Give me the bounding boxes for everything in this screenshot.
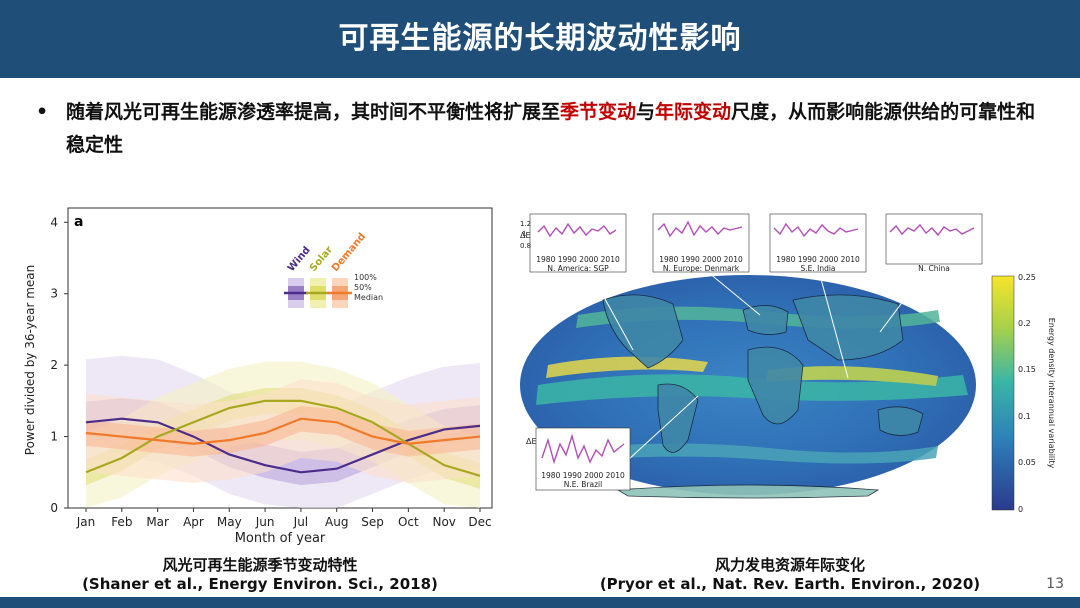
x-tick-label: Oct [398, 515, 419, 529]
legend-band-50: 50% [354, 283, 372, 292]
bullet-marker: • [36, 96, 48, 129]
y-tick-label: 4 [50, 215, 58, 229]
inset-years: 1980 1990 2000 2010 [776, 255, 860, 264]
inset-name: S.E. India [800, 264, 835, 273]
x-tick-label: Sep [361, 515, 384, 529]
inset-denmark: 1980 1990 2000 2010 N. Europe: Denmark [653, 214, 749, 273]
x-tick-label: Feb [111, 515, 132, 529]
x-axis-label: Month of year [235, 531, 326, 546]
bullet-text: 随着风光可再生能源渗透率提高，其时间不平衡性将扩展至季节变动与年际变动尺度，从而… [66, 96, 1036, 162]
y-tick-label: 0 [50, 501, 58, 515]
x-ticks: Jan Feb Mar Apr May Jun Jul Aug Sep Oct Nov Dec [76, 508, 492, 529]
inset-years: 1980 1990 2000 2010 [541, 471, 625, 480]
y-tick-label: 1 [50, 430, 58, 444]
x-tick-label: May [217, 515, 242, 529]
right-caption-title: 风力发电资源年际变化 [580, 554, 1000, 575]
x-tick-label: Jun [255, 515, 275, 529]
europe [743, 305, 788, 334]
legend-band-median: Median [354, 293, 383, 302]
footer-bar [0, 597, 1080, 608]
left-caption-title: 风光可再生能源季节变动特性 [20, 554, 500, 575]
left-caption: 风光可再生能源季节变动特性 (Shaner et al., Energy Env… [20, 554, 500, 593]
y-axis-label: Power divided by 36-year mean [23, 265, 37, 455]
y-tick-label: 2 [50, 358, 58, 372]
bullet-text-part2: 与 [636, 101, 655, 123]
inset-name: N.E. Brazil [564, 480, 602, 489]
panel-label: a [74, 214, 83, 230]
seasonal-chart: a Power divided by 36-year mean Month of… [20, 200, 500, 550]
colorbar-tick: 0 [1018, 505, 1023, 514]
inset-sgp: ΔE 1.2 1 0.8 1980 1990 2000 2010 N. Amer… [520, 214, 626, 273]
inset-tick-high: 1.2 [520, 220, 531, 228]
world-map-figure: ΔE 1.2 1 0.8 1980 1990 2000 2010 N. Amer… [508, 200, 1068, 550]
inset-china: N. China [886, 214, 982, 273]
australia [878, 407, 923, 436]
left-caption-citation: (Shaner et al., Energy Environ. Sci., 20… [20, 575, 500, 593]
seasonal-chart-panel: a Power divided by 36-year mean Month of… [20, 200, 500, 550]
inset-tick-low: 0.8 [520, 242, 531, 250]
inset-years: 1980 1990 2000 2010 [659, 255, 743, 264]
x-tick-label: Nov [432, 515, 455, 529]
inset-axis-label: ΔE [526, 437, 537, 446]
x-tick-label: Dec [468, 515, 491, 529]
x-tick-label: Aug [325, 515, 348, 529]
page-number: 13 [1046, 576, 1064, 592]
right-caption-citation: (Pryor et al., Nat. Rev. Earth. Environ.… [580, 575, 1000, 593]
title-bar: 可再生能源的长期波动性影响 [0, 0, 1080, 78]
highlight-interannual: 年际变动 [655, 101, 731, 123]
colorbar-tick: 0.15 [1018, 365, 1036, 374]
colorbar-label: Energy density interannual variability [1047, 318, 1056, 469]
y-ticks: 0 1 2 3 4 [50, 215, 68, 515]
inset-india: 1980 1990 2000 2010 S.E. India [770, 214, 866, 273]
slide-title: 可再生能源的长期波动性影响 [0, 0, 1080, 78]
legend-band-100: 100% [354, 273, 377, 282]
colorbar-tick: 0.05 [1018, 458, 1036, 467]
inset-brazil: ΔE 1980 1990 2000 2010 N.E. Brazil [526, 428, 630, 490]
bullet-text-part1: 随着风光可再生能源渗透率提高，其时间不平衡性将扩展至 [66, 101, 560, 123]
inset-name: N. China [918, 264, 950, 273]
x-tick-label: Apr [183, 515, 204, 529]
colorbar-tick: 0.1 [1018, 412, 1031, 421]
x-tick-label: Jan [76, 515, 96, 529]
inset-name: N. America: SGP [547, 264, 609, 273]
colorbar-tick: 0.25 [1018, 273, 1036, 282]
colorbar: 0.25 0.2 0.15 0.1 0.05 0 Energy density … [992, 273, 1056, 514]
antarctica [618, 485, 878, 498]
inset-years: 1980 1990 2000 2010 [536, 255, 620, 264]
inset-name: N. Europe: Denmark [663, 264, 740, 273]
inset-tick-mid: 1 [522, 230, 526, 238]
highlight-seasonal: 季节变动 [560, 101, 636, 123]
world-map-panel: ΔE 1.2 1 0.8 1980 1990 2000 2010 N. Amer… [508, 200, 1068, 550]
x-tick-label: Jul [293, 515, 308, 529]
x-tick-label: Mar [146, 515, 169, 529]
y-tick-label: 3 [50, 287, 58, 301]
colorbar-tick: 0.2 [1018, 319, 1031, 328]
right-caption: 风力发电资源年际变化 (Pryor et al., Nat. Rev. Eart… [580, 554, 1000, 593]
bullet-point: • 随着风光可再生能源渗透率提高，其时间不平衡性将扩展至季节变动与年际变动尺度，… [36, 96, 1036, 162]
